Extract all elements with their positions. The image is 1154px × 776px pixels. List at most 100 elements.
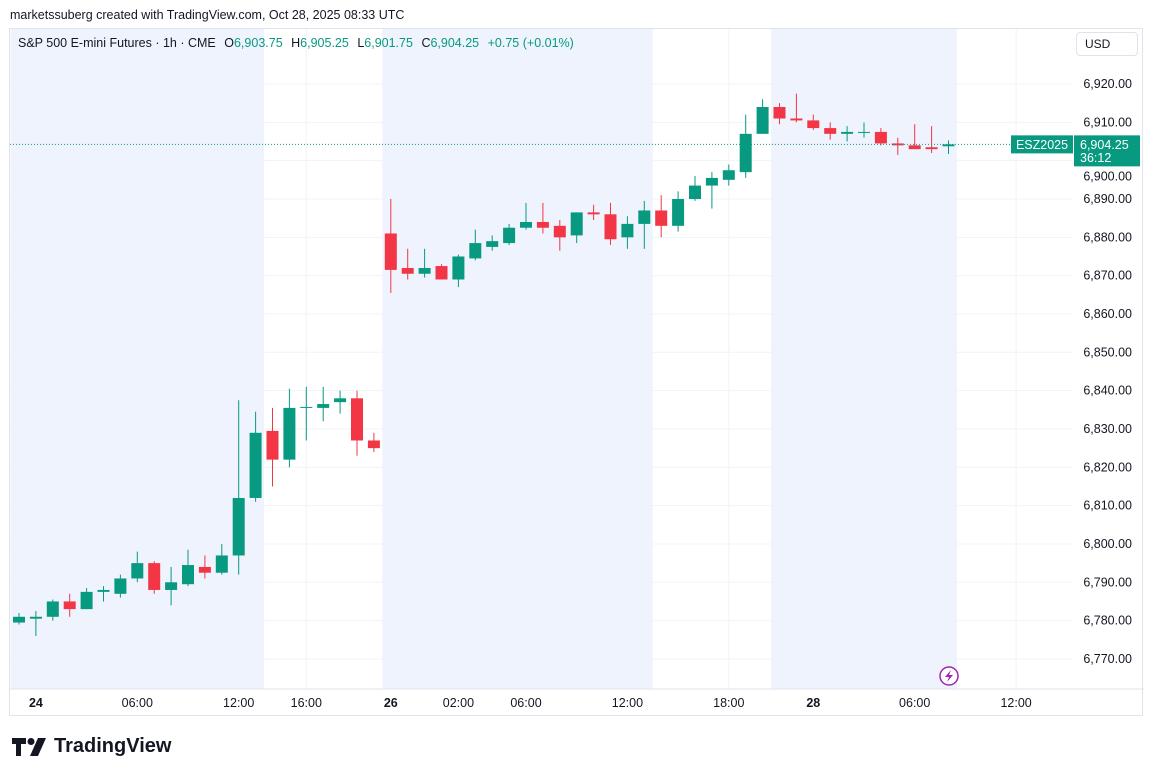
candle [942,140,955,154]
candle [435,264,448,280]
candle-body [739,133,752,173]
candle-body [536,221,549,228]
candle-body [621,223,634,238]
last-price-box [1074,135,1140,167]
y-tick-label: 6,870.00 [1083,269,1132,283]
candle-body [503,227,516,244]
candle-body [689,185,701,199]
candle-body [266,430,279,460]
high-value: 6,905.25 [300,36,349,50]
candle-body [756,106,769,134]
candle [655,195,668,238]
candle-body [722,170,735,180]
candle-body [874,131,887,144]
lightning-icon[interactable] [939,666,959,686]
y-tick-label: 6,900.00 [1083,169,1132,183]
candle-body [807,120,820,129]
y-tick-label: 6,880.00 [1083,230,1132,244]
low-label: L [357,36,365,50]
candle [807,114,820,130]
high-label: H [291,36,301,50]
candle [891,137,904,155]
candle-body [587,212,600,215]
symbol-title[interactable]: S&P 500 E-mini Futures · 1h · CME [18,36,216,50]
y-tick-label: 6,780.00 [1083,614,1132,628]
currency-button[interactable]: USD [1076,32,1138,56]
candle [841,126,854,142]
candle-body [317,404,330,408]
candle-body [435,266,448,280]
candle-body [80,591,93,610]
session-shade [382,29,653,689]
candle-body [908,145,921,150]
candle-body [469,243,482,259]
candle-body [858,131,870,133]
candle-body [351,398,363,441]
candle [367,432,380,452]
candle-body [570,212,583,236]
candle-body [638,210,651,224]
candle [604,202,617,245]
candle-body [520,221,532,228]
candle [148,561,161,594]
symbol-legend: S&P 500 E-mini Futures · 1h · CME O6,903… [18,36,574,50]
candle [182,549,194,587]
candle [384,198,397,293]
tradingview-logo-icon [12,737,46,756]
candle-body [891,143,904,146]
candle-body [604,214,617,240]
x-tick-label: 16:00 [291,696,322,710]
close-label: C [421,36,431,50]
candle-body [300,406,313,408]
x-tick-label: 02:00 [443,696,474,710]
candle [13,612,25,625]
x-tick-label: 06:00 [122,696,153,710]
lightning-bolt [945,670,953,682]
candle [469,229,482,261]
y-tick-label: 6,860.00 [1083,307,1132,321]
candle [63,593,76,617]
candle-body [29,616,42,619]
y-tick-label: 6,810.00 [1083,499,1132,513]
candle-body [215,555,228,573]
candle-body [182,565,194,585]
y-tick-label: 6,820.00 [1083,460,1132,474]
tradingview-logo[interactable]: TradingView [12,735,171,758]
candle-body [925,147,938,150]
candle [739,114,752,178]
symbol-label: ESZ2025 [1016,138,1068,152]
candle [418,248,431,278]
candle [215,543,228,575]
candle-body [384,233,397,270]
candle-body [13,616,25,623]
candle [300,386,313,441]
candle [266,407,279,487]
candle-body [824,128,837,134]
candle-body [486,241,499,247]
chart-credit: marketssuberg created with TradingView.c… [10,8,405,22]
open-label: O [224,36,234,50]
candle-body [452,256,465,280]
candle-body [97,589,110,592]
x-tick-label: 12:00 [612,696,643,710]
session-shade [771,29,957,689]
candle-body [46,601,59,617]
change-value: +0.75 (+0.01%) [487,36,574,50]
candle [570,212,583,244]
candle [756,99,769,134]
candle [198,555,211,579]
candle-body [401,267,414,274]
candle [587,204,600,221]
candle [46,599,59,621]
y-tick-label: 6,840.00 [1083,384,1132,398]
candle-body [148,563,161,590]
candle [908,124,921,150]
brand-name: TradingView [54,735,172,757]
candle-body [655,210,668,226]
x-tick-label: 06:00 [899,696,930,710]
candle [232,400,245,575]
candlestick-chart[interactable]: 6,770.00 6,780.00 6,790.00 6,800.00 6,810.00… [10,29,1144,717]
candle [705,172,718,209]
y-tick-label: 6,790.00 [1083,575,1132,589]
candle [114,574,127,598]
